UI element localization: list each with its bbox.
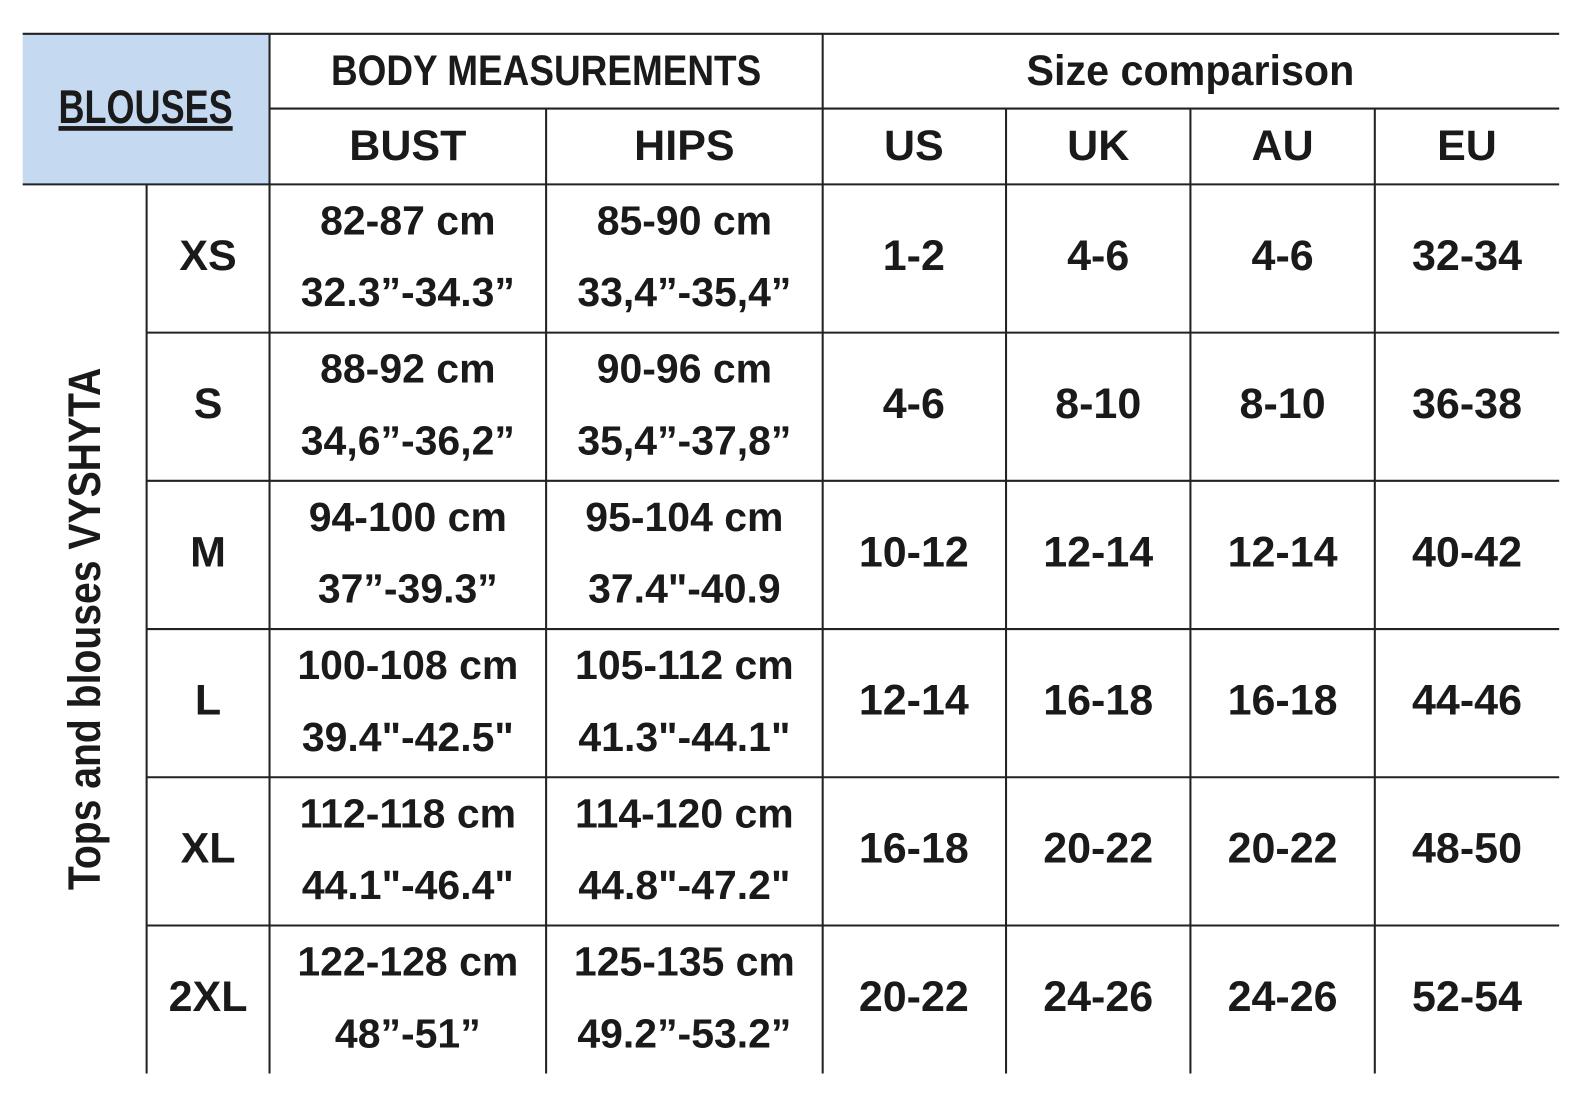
size-value: 32-34 (1412, 232, 1522, 280)
title-cell (22, 33, 270, 185)
size-value: 40-42 (1412, 528, 1522, 576)
size-value: 20-22 (1228, 825, 1338, 873)
size-value: 12-14 (1228, 528, 1338, 576)
column-header: AU (1252, 122, 1314, 170)
measurement: 122-128 cm (297, 939, 518, 985)
size-value: 4-6 (1067, 232, 1129, 280)
measurement: 105-112 cm (575, 642, 794, 688)
size-value: 20-22 (859, 973, 969, 1021)
measurement: 88-92 cm (320, 346, 495, 392)
measurement: 44.8"-47.2" (578, 862, 790, 908)
measurement: 95-104 cm (585, 494, 783, 540)
measurement: 125-135 cm (574, 939, 795, 985)
size-value: 20-22 (1043, 825, 1153, 873)
size-value: 16-18 (1043, 677, 1153, 725)
size-value: 4-6 (1252, 232, 1314, 280)
size-label: XL (181, 825, 236, 873)
measurement: 33,4”-35,4” (577, 269, 791, 315)
measurement: 39.4"-42.5" (302, 714, 514, 760)
size-label: M (190, 528, 226, 576)
measurement: 37”-39.3” (318, 566, 498, 612)
measurement: 114-120 cm (575, 790, 794, 836)
size-value: 24-26 (1228, 973, 1338, 1021)
size-value: 16-18 (1228, 677, 1338, 725)
column-header: BUST (349, 122, 466, 170)
column-header: HIPS (634, 122, 734, 170)
column-header: EU (1437, 122, 1497, 170)
measurement: 82-87 cm (320, 197, 495, 243)
side-label: Tops and blouses VYSHYTA (59, 368, 110, 890)
size-value: 8-10 (1240, 380, 1326, 428)
group-header: BODY MEASUREMENTS (331, 47, 761, 95)
size-label: XS (179, 232, 236, 280)
size-value: 1-2 (883, 232, 945, 280)
size-value: 24-26 (1043, 973, 1153, 1021)
measurement: 94-100 cm (309, 494, 507, 540)
grid (22, 32, 1560, 1074)
size-value: 48-50 (1412, 825, 1522, 873)
size-value: 52-54 (1412, 973, 1522, 1021)
size-value: 4-6 (883, 380, 945, 428)
size-label: S (194, 380, 223, 428)
measurement: 48”-51” (335, 1010, 481, 1056)
measurement: 49.2”-53.2” (577, 1010, 791, 1056)
table-title: BLOUSES (59, 80, 233, 133)
size-label: 2XL (169, 973, 248, 1021)
size-value: 16-18 (859, 825, 969, 873)
measurement: 100-108 cm (297, 642, 518, 688)
size-value: 44-46 (1412, 677, 1522, 725)
measurement: 34,6”-36,2” (301, 417, 515, 463)
size-value: 8-10 (1055, 380, 1141, 428)
measurement: 85-90 cm (597, 197, 772, 243)
size-value: 10-12 (859, 528, 969, 576)
measurement: 32.3”-34.3” (301, 269, 515, 315)
size-value: 12-14 (859, 677, 969, 725)
column-header: UK (1067, 122, 1129, 170)
size-value: 36-38 (1412, 380, 1522, 428)
measurement: 37.4"-40.9 (588, 566, 781, 612)
group-header: Size comparison (1027, 47, 1355, 95)
column-header: US (884, 122, 944, 170)
size-value: 12-14 (1043, 528, 1153, 576)
size-label: L (195, 677, 221, 725)
measurement: 112-118 cm (300, 790, 516, 836)
measurement: 90-96 cm (597, 346, 772, 392)
measurement: 44.1"-46.4" (302, 862, 514, 908)
measurement: 35,4”-37,8” (577, 417, 791, 463)
measurement: 41.3"-44.1" (578, 714, 790, 760)
